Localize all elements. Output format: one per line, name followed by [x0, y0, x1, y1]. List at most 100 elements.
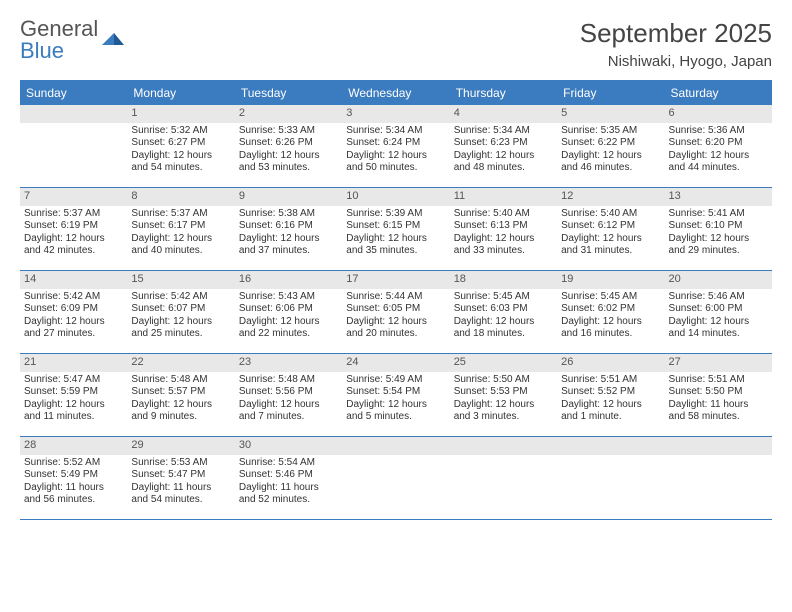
day-number: 28 — [20, 437, 127, 455]
day-line-dl2: and 33 minutes. — [454, 245, 553, 258]
day-content: Sunrise: 5:49 AMSunset: 5:54 PMDaylight:… — [342, 372, 449, 427]
day-line-ss: Sunset: 6:00 PM — [669, 303, 768, 316]
header: General Blue September 2025 Nishiwaki, H… — [20, 18, 772, 70]
day-cell — [342, 437, 449, 519]
day-line-ss: Sunset: 6:07 PM — [131, 303, 230, 316]
day-line-ss: Sunset: 5:54 PM — [346, 386, 445, 399]
day-content: Sunrise: 5:52 AMSunset: 5:49 PMDaylight:… — [20, 455, 127, 510]
day-line-dl2: and 56 minutes. — [24, 494, 123, 507]
day-line-dl1: Daylight: 12 hours — [454, 316, 553, 329]
day-cell: 13Sunrise: 5:41 AMSunset: 6:10 PMDayligh… — [665, 188, 772, 270]
week-row: 28Sunrise: 5:52 AMSunset: 5:49 PMDayligh… — [20, 437, 772, 520]
day-content: Sunrise: 5:35 AMSunset: 6:22 PMDaylight:… — [557, 123, 664, 178]
day-cell — [450, 437, 557, 519]
day-content: Sunrise: 5:48 AMSunset: 5:56 PMDaylight:… — [235, 372, 342, 427]
day-number: 26 — [557, 354, 664, 372]
day-content: Sunrise: 5:51 AMSunset: 5:50 PMDaylight:… — [665, 372, 772, 427]
day-number: 18 — [450, 271, 557, 289]
day-line-ss: Sunset: 6:09 PM — [24, 303, 123, 316]
day-cell — [557, 437, 664, 519]
weekday-wednesday: Wednesday — [342, 82, 449, 105]
day-line-sr: Sunrise: 5:40 AM — [561, 208, 660, 221]
day-cell: 26Sunrise: 5:51 AMSunset: 5:52 PMDayligh… — [557, 354, 664, 436]
day-line-ss: Sunset: 6:06 PM — [239, 303, 338, 316]
page: General Blue September 2025 Nishiwaki, H… — [0, 0, 792, 520]
day-line-dl2: and 48 minutes. — [454, 162, 553, 175]
day-line-sr: Sunrise: 5:41 AM — [669, 208, 768, 221]
day-cell — [665, 437, 772, 519]
day-line-sr: Sunrise: 5:39 AM — [346, 208, 445, 221]
brand-text: General Blue — [20, 18, 98, 62]
day-cell: 12Sunrise: 5:40 AMSunset: 6:12 PMDayligh… — [557, 188, 664, 270]
day-line-dl1: Daylight: 12 hours — [24, 316, 123, 329]
day-line-dl2: and 14 minutes. — [669, 328, 768, 341]
day-line-dl1: Daylight: 12 hours — [131, 150, 230, 163]
day-line-ss: Sunset: 6:17 PM — [131, 220, 230, 233]
day-line-ss: Sunset: 6:05 PM — [346, 303, 445, 316]
day-line-dl1: Daylight: 12 hours — [24, 233, 123, 246]
day-cell: 27Sunrise: 5:51 AMSunset: 5:50 PMDayligh… — [665, 354, 772, 436]
day-line-ss: Sunset: 6:23 PM — [454, 137, 553, 150]
day-line-sr: Sunrise: 5:38 AM — [239, 208, 338, 221]
day-content: Sunrise: 5:44 AMSunset: 6:05 PMDaylight:… — [342, 289, 449, 344]
day-line-sr: Sunrise: 5:52 AM — [24, 457, 123, 470]
day-number: 23 — [235, 354, 342, 372]
day-line-ss: Sunset: 5:47 PM — [131, 469, 230, 482]
day-content: Sunrise: 5:37 AMSunset: 6:17 PMDaylight:… — [127, 206, 234, 261]
day-content: Sunrise: 5:36 AMSunset: 6:20 PMDaylight:… — [665, 123, 772, 178]
weekday-saturday: Saturday — [665, 82, 772, 105]
day-number: 9 — [235, 188, 342, 206]
day-content: Sunrise: 5:37 AMSunset: 6:19 PMDaylight:… — [20, 206, 127, 261]
day-line-ss: Sunset: 6:15 PM — [346, 220, 445, 233]
day-cell: 24Sunrise: 5:49 AMSunset: 5:54 PMDayligh… — [342, 354, 449, 436]
day-content: Sunrise: 5:45 AMSunset: 6:03 PMDaylight:… — [450, 289, 557, 344]
location-label: Nishiwaki, Hyogo, Japan — [580, 53, 772, 70]
day-cell: 1Sunrise: 5:32 AMSunset: 6:27 PMDaylight… — [127, 105, 234, 187]
day-cell: 17Sunrise: 5:44 AMSunset: 6:05 PMDayligh… — [342, 271, 449, 353]
day-line-sr: Sunrise: 5:48 AM — [131, 374, 230, 387]
day-number: 14 — [20, 271, 127, 289]
day-number: 6 — [665, 105, 772, 123]
day-line-sr: Sunrise: 5:42 AM — [131, 291, 230, 304]
arrow-icon — [100, 25, 126, 55]
day-line-dl2: and 18 minutes. — [454, 328, 553, 341]
day-line-dl2: and 52 minutes. — [239, 494, 338, 507]
day-content: Sunrise: 5:34 AMSunset: 6:24 PMDaylight:… — [342, 123, 449, 178]
day-content: Sunrise: 5:41 AMSunset: 6:10 PMDaylight:… — [665, 206, 772, 261]
day-number: 12 — [557, 188, 664, 206]
day-line-dl1: Daylight: 12 hours — [561, 233, 660, 246]
day-number: 27 — [665, 354, 772, 372]
day-line-sr: Sunrise: 5:34 AM — [346, 125, 445, 138]
day-line-sr: Sunrise: 5:50 AM — [454, 374, 553, 387]
daynum-bar-empty — [342, 437, 449, 455]
day-line-dl2: and 27 minutes. — [24, 328, 123, 341]
day-number: 2 — [235, 105, 342, 123]
day-line-ss: Sunset: 5:49 PM — [24, 469, 123, 482]
day-line-ss: Sunset: 6:26 PM — [239, 137, 338, 150]
weekday-header-row: SundayMondayTuesdayWednesdayThursdayFrid… — [20, 82, 772, 105]
day-line-dl2: and 7 minutes. — [239, 411, 338, 424]
weekday-tuesday: Tuesday — [235, 82, 342, 105]
day-line-dl1: Daylight: 12 hours — [561, 399, 660, 412]
day-number: 10 — [342, 188, 449, 206]
day-line-dl2: and 3 minutes. — [454, 411, 553, 424]
day-number: 3 — [342, 105, 449, 123]
day-content: Sunrise: 5:50 AMSunset: 5:53 PMDaylight:… — [450, 372, 557, 427]
calendar: SundayMondayTuesdayWednesdayThursdayFrid… — [20, 80, 772, 520]
day-line-dl1: Daylight: 12 hours — [131, 399, 230, 412]
day-content: Sunrise: 5:47 AMSunset: 5:59 PMDaylight:… — [20, 372, 127, 427]
day-number: 29 — [127, 437, 234, 455]
day-content: Sunrise: 5:46 AMSunset: 6:00 PMDaylight:… — [665, 289, 772, 344]
day-line-ss: Sunset: 6:22 PM — [561, 137, 660, 150]
day-content: Sunrise: 5:54 AMSunset: 5:46 PMDaylight:… — [235, 455, 342, 510]
day-line-dl2: and 29 minutes. — [669, 245, 768, 258]
day-line-ss: Sunset: 6:03 PM — [454, 303, 553, 316]
day-line-dl1: Daylight: 11 hours — [669, 399, 768, 412]
day-line-dl2: and 16 minutes. — [561, 328, 660, 341]
day-line-sr: Sunrise: 5:53 AM — [131, 457, 230, 470]
day-line-ss: Sunset: 5:46 PM — [239, 469, 338, 482]
day-line-dl2: and 54 minutes. — [131, 494, 230, 507]
title-block: September 2025 Nishiwaki, Hyogo, Japan — [580, 18, 772, 70]
day-line-ss: Sunset: 5:50 PM — [669, 386, 768, 399]
weekday-thursday: Thursday — [450, 82, 557, 105]
